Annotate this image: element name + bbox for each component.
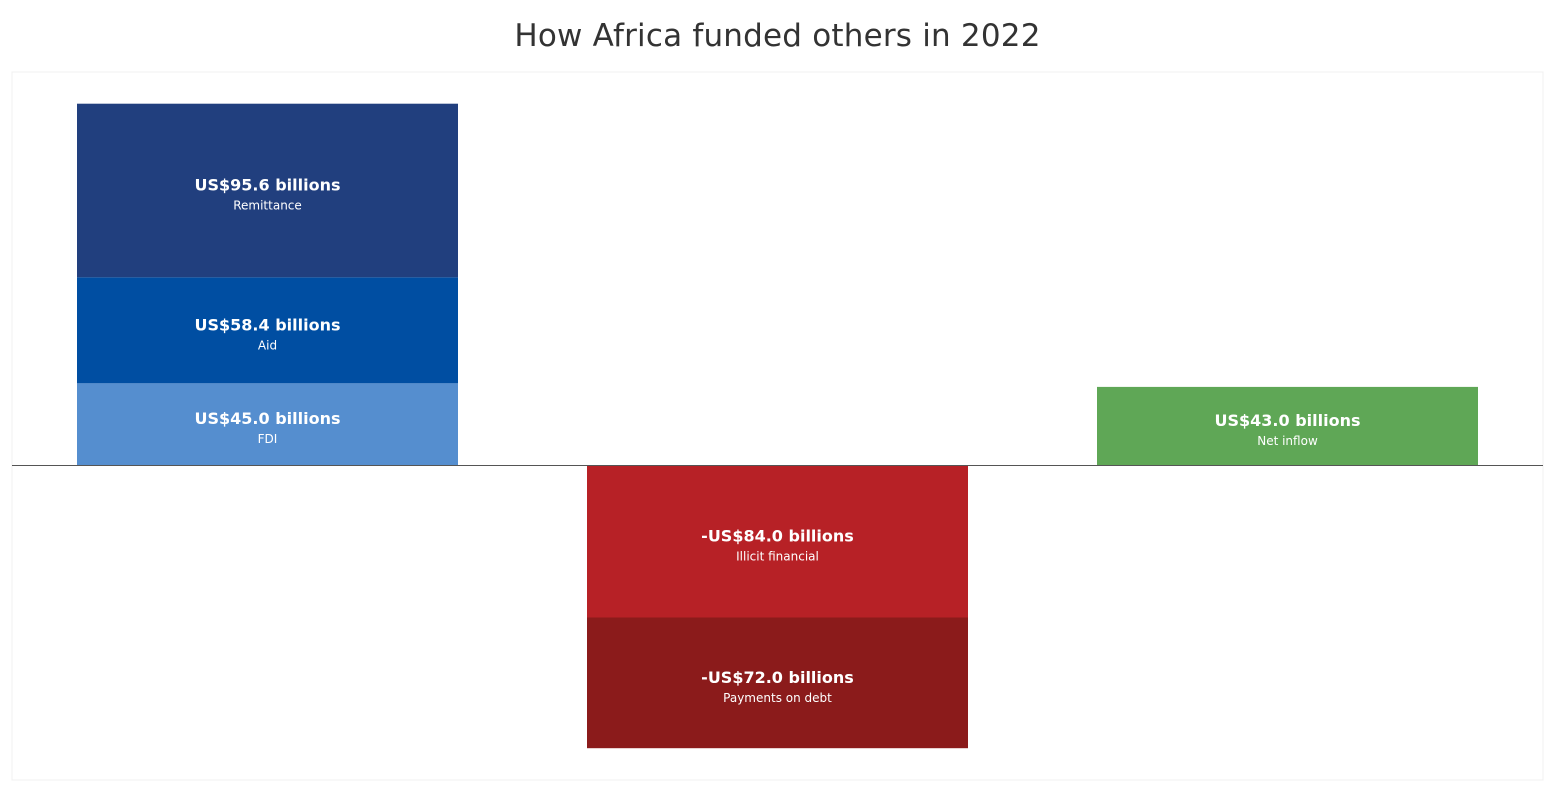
data-label-category: Payments on debt	[723, 691, 832, 705]
data-label-value: US$95.6 billions	[195, 176, 341, 195]
bars-layer: US$45.0 billions FDI US$58.4 billions Aid US…	[77, 103, 1478, 749]
plot-frame	[11, 71, 1544, 781]
bar-segment-net-inflow[interactable]	[1097, 386, 1478, 465]
bar-segment-remittance[interactable]	[77, 103, 458, 278]
data-label-category: Net inflow	[1257, 434, 1318, 448]
data-label-category: Aid	[258, 338, 277, 352]
bar-segment-payments-on-debt[interactable]	[587, 617, 968, 749]
chart-title: How Africa funded others in 2022	[514, 18, 1041, 54]
bar-segment-illicit-financial[interactable]	[587, 465, 968, 618]
data-label-value: -US$72.0 billions	[701, 668, 854, 687]
data-label-value: -US$84.0 billions	[701, 526, 854, 545]
bar-segment-aid[interactable]	[77, 277, 458, 384]
data-label-value: US$45.0 billions	[195, 409, 341, 428]
data-label-category: FDI	[258, 432, 278, 446]
bar-segment-fdi[interactable]	[77, 383, 458, 465]
data-label-category: Remittance	[233, 199, 302, 213]
data-label-category: Illicit financial	[736, 549, 819, 563]
data-label-value: US$58.4 billions	[195, 315, 341, 334]
data-label-value: US$43.0 billions	[1215, 411, 1361, 430]
